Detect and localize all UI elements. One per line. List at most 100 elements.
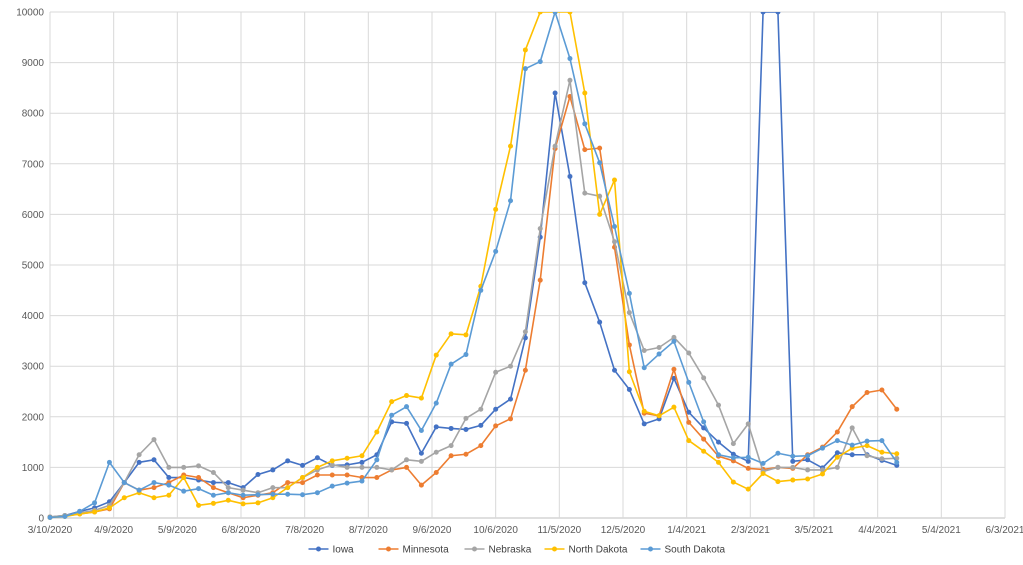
data-point-nebraska <box>819 467 825 473</box>
data-point-minnesota <box>671 366 677 372</box>
data-point-north-dakota <box>374 429 380 435</box>
data-point-north-dakota <box>730 479 736 485</box>
data-point-south-dakota <box>508 198 514 204</box>
data-point-iowa <box>255 471 261 477</box>
gridlines <box>49 11 1006 519</box>
x-tick-label: 5/9/2020 <box>158 525 197 536</box>
series-north-dakota <box>47 12 900 520</box>
data-point-iowa <box>730 451 736 457</box>
series-line-minnesota <box>49 95 898 518</box>
data-point-minnesota <box>448 453 454 459</box>
data-point-iowa <box>166 475 172 481</box>
x-tick-label: 10/6/2020 <box>473 525 518 536</box>
data-point-nebraska <box>537 226 543 232</box>
data-point-south-dakota <box>389 412 395 418</box>
data-point-south-dakota <box>136 487 142 493</box>
data-point-nebraska <box>493 369 499 375</box>
data-point-nebraska <box>612 239 618 245</box>
data-point-iowa <box>626 386 632 392</box>
data-point-nebraska <box>716 402 721 408</box>
data-point-nebraska <box>166 464 172 470</box>
x-tick-label: 3/5/2021 <box>795 525 834 536</box>
data-point-nebraska <box>745 421 751 427</box>
data-point-south-dakota <box>300 492 306 498</box>
series-nebraska <box>47 77 900 520</box>
data-point-south-dakota <box>463 352 469 358</box>
data-point-south-dakota <box>166 482 172 488</box>
data-point-south-dakota <box>77 508 83 514</box>
series-line-iowa <box>49 12 898 518</box>
data-point-iowa <box>745 458 751 464</box>
data-point-south-dakota <box>537 59 543 65</box>
data-point-south-dakota <box>612 224 618 230</box>
data-point-iowa <box>671 375 677 381</box>
data-point-nebraska <box>597 193 603 199</box>
data-point-south-dakota <box>478 287 484 293</box>
y-tick-label: 10000 <box>16 8 44 19</box>
legend-item-iowa: Iowa <box>308 545 355 556</box>
data-point-iowa <box>508 396 514 402</box>
data-point-south-dakota <box>597 160 603 166</box>
legend-label: Iowa <box>333 545 355 556</box>
data-point-nebraska <box>463 415 469 421</box>
data-point-north-dakota <box>151 495 157 501</box>
data-point-iowa <box>478 422 484 428</box>
data-point-north-dakota <box>166 492 172 498</box>
data-point-iowa <box>493 406 499 412</box>
data-point-south-dakota <box>701 419 707 425</box>
legend-label: South Dakota <box>665 545 726 556</box>
data-point-south-dakota <box>270 491 276 497</box>
x-tick-label: 1/4/2021 <box>667 525 706 536</box>
data-point-north-dakota <box>745 486 751 492</box>
data-point-iowa <box>270 467 276 473</box>
data-point-minnesota <box>196 475 202 481</box>
data-point-iowa <box>433 424 439 430</box>
data-point-minnesota <box>433 469 439 475</box>
data-point-south-dakota <box>834 438 840 444</box>
y-tick-label: 4000 <box>22 311 45 322</box>
x-tick-label: 12/5/2020 <box>601 525 646 536</box>
data-point-south-dakota <box>240 492 246 498</box>
data-point-iowa <box>612 367 618 373</box>
data-point-nebraska <box>641 348 647 354</box>
data-point-south-dakota <box>522 66 528 72</box>
data-point-south-dakota <box>210 492 216 498</box>
data-point-minnesota <box>151 485 157 491</box>
series-line-north-dakota <box>49 12 897 519</box>
data-point-iowa <box>805 457 811 463</box>
data-point-iowa <box>582 280 588 286</box>
data-point-iowa <box>686 409 692 415</box>
data-point-minnesota <box>210 485 216 491</box>
data-point-nebraska <box>359 464 365 470</box>
y-tick-label: 3000 <box>22 362 45 373</box>
series-line-nebraska <box>49 79 897 518</box>
data-point-north-dakota <box>671 404 677 410</box>
y-axis-tick-labels: 0 1000 2000 3000 4000 5000 6000 7000 8000 9000 100… <box>16 8 44 525</box>
data-point-south-dakota <box>92 500 98 506</box>
data-point-north-dakota <box>819 471 825 477</box>
data-point-nebraska <box>567 77 573 83</box>
data-point-nebraska <box>344 464 350 470</box>
data-point-nebraska <box>418 458 424 464</box>
data-point-nebraska <box>775 464 781 470</box>
x-tick-label: 5/4/2021 <box>922 525 961 536</box>
data-point-minnesota <box>834 429 840 435</box>
data-point-nebraska <box>270 485 276 491</box>
data-point-iowa <box>567 173 573 179</box>
data-point-north-dakota <box>790 477 796 483</box>
data-point-iowa <box>136 459 142 465</box>
data-point-south-dakota <box>819 445 825 451</box>
legend-swatch-marker <box>648 546 653 552</box>
y-tick-label: 5000 <box>22 261 45 272</box>
data-point-minnesota <box>404 464 410 470</box>
data-point-iowa <box>359 459 365 465</box>
data-point-south-dakota <box>404 404 410 410</box>
data-point-iowa <box>448 425 454 431</box>
data-point-minnesota <box>329 472 335 478</box>
data-point-minnesota <box>597 145 603 151</box>
legend-swatch-marker <box>386 546 391 552</box>
data-point-iowa <box>404 420 410 426</box>
data-point-north-dakota <box>389 399 395 405</box>
